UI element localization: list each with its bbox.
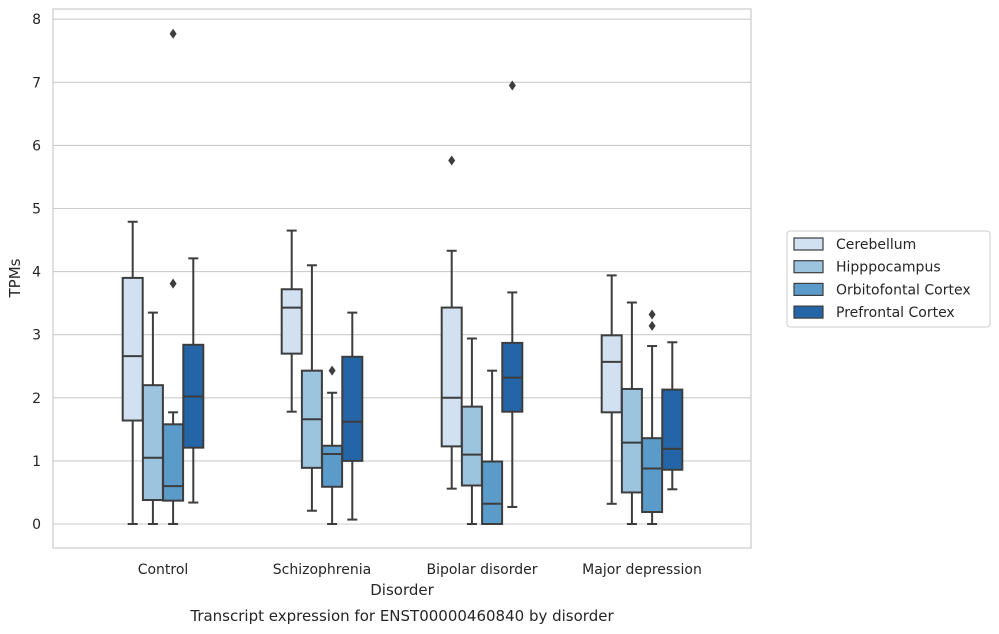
box-series bbox=[121, 28, 684, 526]
outlier-point bbox=[328, 365, 336, 376]
box-body bbox=[641, 437, 664, 514]
legend-swatch bbox=[793, 260, 824, 274]
x-axis-ticks: Control Schizophrenia Bipolar disorder Majo… bbox=[138, 562, 702, 578]
series-orbitofontal-cortex bbox=[162, 28, 664, 526]
box-body bbox=[460, 405, 483, 487]
plot-frame bbox=[52, 8, 752, 549]
series-cerebellum bbox=[121, 155, 623, 525]
y-tick-label: 7 bbox=[32, 75, 41, 91]
box-body bbox=[280, 288, 303, 355]
box bbox=[481, 369, 504, 526]
legend-label: Hipppocampus bbox=[836, 260, 941, 276]
outlier-point bbox=[648, 309, 656, 320]
box-body bbox=[162, 423, 185, 502]
y-tick-label: 6 bbox=[32, 138, 41, 154]
outlier-point bbox=[648, 320, 656, 331]
legend-frame bbox=[786, 230, 991, 328]
legend-label: Prefrontal Cortex bbox=[836, 305, 955, 321]
y-tick-label: 0 bbox=[32, 517, 41, 533]
box-body bbox=[620, 387, 643, 494]
box bbox=[280, 229, 303, 413]
x-tick-label: Bipolar disorder bbox=[426, 562, 537, 578]
box bbox=[600, 274, 623, 505]
y-tick-label: 3 bbox=[32, 328, 41, 344]
box bbox=[641, 309, 664, 525]
box bbox=[440, 155, 463, 490]
outlier-point bbox=[169, 278, 177, 289]
box bbox=[460, 337, 483, 525]
outlier-point bbox=[508, 80, 516, 91]
legend-label: Orbitofontal Cortex bbox=[836, 282, 971, 298]
box bbox=[620, 301, 643, 525]
box bbox=[501, 80, 524, 508]
outlier-point bbox=[169, 28, 177, 39]
box-body bbox=[481, 460, 504, 526]
box bbox=[141, 311, 164, 525]
box bbox=[341, 311, 364, 521]
box bbox=[300, 264, 323, 512]
box bbox=[121, 220, 144, 525]
x-tick-label: Major depression bbox=[582, 562, 702, 578]
box-body bbox=[600, 334, 623, 414]
legend-swatch bbox=[793, 282, 824, 296]
y-axis-label: TPMs bbox=[6, 258, 24, 298]
outlier-point bbox=[448, 155, 456, 166]
legend-items: Cerebellum Hipppocampus Orbitofontal Corte… bbox=[793, 237, 971, 321]
legend-swatch bbox=[793, 305, 824, 319]
box-body bbox=[121, 276, 144, 422]
chart-title: Transcript expression for ENST0000046084… bbox=[189, 607, 614, 625]
box-body bbox=[141, 384, 164, 502]
box-body bbox=[661, 388, 684, 471]
box bbox=[162, 28, 185, 525]
box bbox=[661, 341, 684, 491]
x-tick-label: Control bbox=[138, 562, 189, 578]
box bbox=[321, 365, 344, 525]
legend-label: Cerebellum bbox=[836, 237, 916, 253]
box-body bbox=[440, 306, 463, 448]
series-hipppocampus bbox=[141, 264, 643, 525]
y-tick-label: 5 bbox=[32, 202, 41, 218]
x-axis-label: Disorder bbox=[370, 581, 434, 599]
y-tick-label: 4 bbox=[32, 265, 41, 281]
x-tick-label: Schizophrenia bbox=[273, 562, 371, 578]
box bbox=[182, 257, 205, 504]
y-tick-label: 8 bbox=[32, 12, 41, 28]
legend-swatch bbox=[793, 237, 824, 251]
y-axis-ticks: 0 1 2 3 4 5 6 7 8 bbox=[32, 12, 41, 533]
box-body bbox=[321, 444, 344, 488]
y-tick-label: 1 bbox=[32, 454, 41, 470]
y-tick-label: 2 bbox=[32, 391, 41, 407]
box-body bbox=[341, 355, 364, 462]
series-prefrontal-cortex bbox=[182, 80, 684, 521]
legend: Cerebellum Hipppocampus Orbitofontal Corte… bbox=[786, 230, 991, 328]
